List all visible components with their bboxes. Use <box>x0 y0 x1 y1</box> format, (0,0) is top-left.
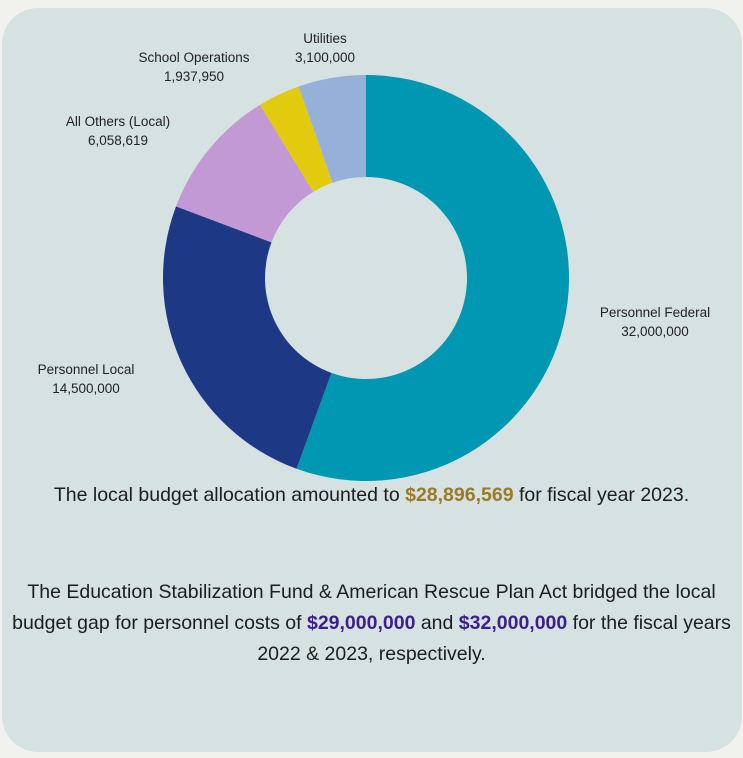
slice-utilities <box>298 75 366 183</box>
slice-value-school-operations: 1,937,950 <box>164 69 224 84</box>
slice-label-personnel-federal: Personnel Federal <box>600 305 710 320</box>
slice-label-school-operations: School Operations <box>138 50 249 65</box>
summary-local-allocation: The local budget allocation amounted to … <box>8 480 735 511</box>
slice-personnel-local <box>162 206 332 469</box>
fy2022-amount: $29,000,000 <box>306 612 416 634</box>
slice-value-personnel-local: 14,500,000 <box>52 381 120 396</box>
slice-all-others-local <box>176 104 314 243</box>
slice-school-operations <box>259 86 333 192</box>
slice-label-all-others-local: All Others (Local) <box>66 114 170 129</box>
summary-p2-text-after: for the fiscal years 2022 & 2023, respec… <box>257 612 731 665</box>
local-allocation-amount: $28,896,569 <box>405 484 514 506</box>
summary-p1-text-before: The local budget allocation amounted to <box>53 484 406 506</box>
slice-label-utilities: Utilities <box>303 31 347 46</box>
slice-personnel-federal <box>296 75 569 481</box>
summary-p1-text-after: for fiscal year 2023. <box>513 484 690 506</box>
fy2023-amount: $32,000,000 <box>458 612 568 634</box>
summary-p2-text-before: The Education Stabilization Fund & Ameri… <box>12 581 716 634</box>
summary-p2-text-mid: and <box>415 612 459 634</box>
slice-value-utilities: 3,100,000 <box>295 50 355 65</box>
slice-label-personnel-local: Personnel Local <box>38 362 135 377</box>
slice-value-all-others-local: 6,058,619 <box>88 133 148 148</box>
summary-federal-funding: The Education Stabilization Fund & Ameri… <box>8 577 735 670</box>
slice-value-personnel-federal: 32,000,000 <box>621 324 689 339</box>
